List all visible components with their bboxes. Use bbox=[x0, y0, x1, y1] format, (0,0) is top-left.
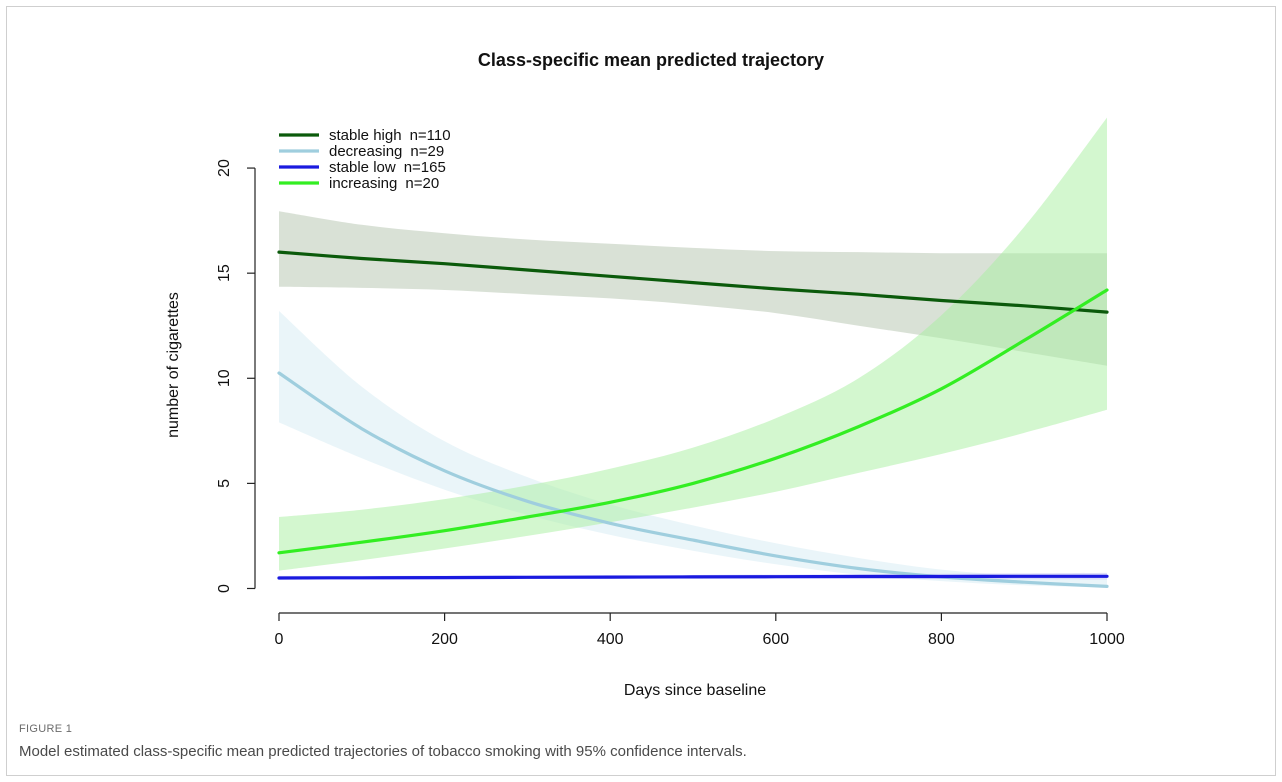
x-tick-label: 600 bbox=[762, 631, 789, 648]
line-increasing bbox=[277, 288, 1109, 555]
series-lines bbox=[277, 250, 1109, 588]
x-tick-label: 0 bbox=[275, 631, 284, 648]
y-tick-label: 5 bbox=[216, 479, 233, 488]
legend-label-stable-low: stable low n=165 bbox=[329, 159, 446, 176]
line-stable-low bbox=[277, 574, 1109, 580]
y-tick-label: 10 bbox=[216, 369, 233, 387]
y-tick-label: 15 bbox=[216, 264, 233, 282]
figure-panel: Class-specific mean predicted trajectory… bbox=[6, 6, 1276, 776]
ci-band-decreasing bbox=[279, 311, 1107, 588]
legend-label-stable-high: stable high n=110 bbox=[329, 127, 451, 144]
figure-caption: Model estimated class-specific mean pred… bbox=[19, 743, 747, 760]
chart-title: Class-specific mean predicted trajectory bbox=[478, 50, 824, 70]
x-axis-label: Days since baseline bbox=[624, 682, 766, 699]
figure-label: FIGURE 1 bbox=[19, 723, 73, 735]
line-stable-high bbox=[277, 250, 1109, 314]
legend-label-decreasing: decreasing n=29 bbox=[329, 143, 444, 160]
ci-band-stable-high bbox=[279, 211, 1107, 366]
y-tick-label: 20 bbox=[216, 159, 233, 177]
y-tick-label: 0 bbox=[216, 584, 233, 593]
x-tick-label: 1000 bbox=[1089, 631, 1125, 648]
ci-band-increasing bbox=[279, 117, 1107, 571]
line-decreasing bbox=[277, 371, 1109, 588]
y-axis-label: number of cigarettes bbox=[165, 292, 182, 438]
x-tick-label: 200 bbox=[431, 631, 458, 648]
x-tick-label: 400 bbox=[597, 631, 624, 648]
axes: 0 200 400 600 800 1000 0 5 10 15 20 bbox=[216, 159, 1125, 648]
chart: Class-specific mean predicted trajectory… bbox=[165, 50, 1125, 699]
confidence-bands bbox=[279, 117, 1107, 588]
x-tick-label: 800 bbox=[928, 631, 955, 648]
legend-label-increasing: increasing n=20 bbox=[329, 175, 439, 192]
